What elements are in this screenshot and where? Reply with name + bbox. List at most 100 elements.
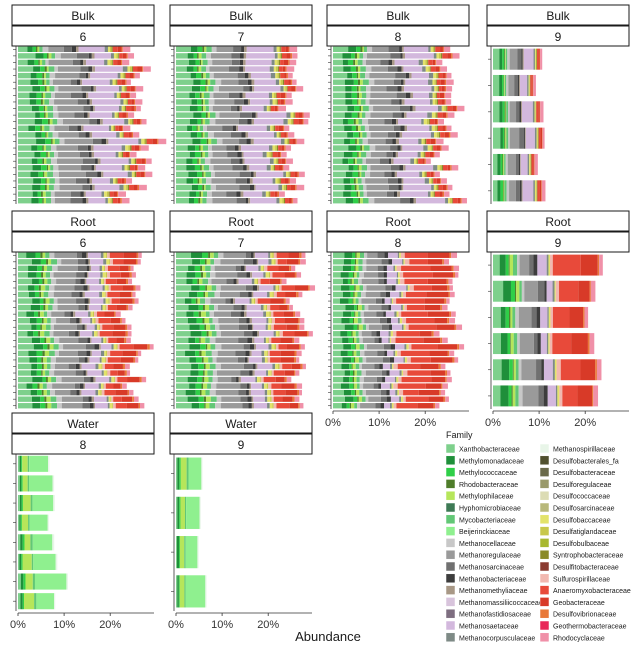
bar-segment — [46, 132, 49, 138]
bar-segment — [130, 145, 132, 151]
bar-segment — [245, 92, 269, 99]
bar-segment — [424, 158, 426, 164]
bar-segment — [367, 165, 371, 171]
bar-segment — [107, 252, 110, 258]
bar-segment — [449, 350, 455, 357]
bar-segment — [74, 112, 84, 118]
bar-segment — [364, 304, 369, 311]
bar-segment — [453, 272, 455, 278]
bar-segment — [122, 285, 134, 291]
bar-segment — [269, 403, 273, 409]
bar-segment — [198, 198, 201, 204]
bar-segment — [38, 311, 41, 317]
strip-group-label: 8 — [395, 30, 402, 44]
bar-segment — [106, 304, 108, 311]
bar-segment — [555, 385, 558, 407]
bar-segment — [273, 92, 276, 99]
bar-segment — [248, 132, 275, 138]
bar-segment — [26, 252, 36, 258]
bar-segment — [275, 145, 277, 151]
bar-segment — [524, 127, 526, 149]
bar-segment — [119, 53, 123, 59]
bar-segment — [447, 184, 453, 191]
bar-segment — [248, 198, 251, 204]
bar-segment — [128, 158, 132, 164]
bar-segment — [231, 53, 240, 59]
bar-segment — [285, 158, 287, 164]
bar-segment — [64, 138, 93, 145]
bar-segment — [31, 337, 41, 343]
bar-segment — [211, 331, 217, 337]
bar-segment — [176, 138, 193, 145]
bar-segment — [356, 138, 359, 145]
bar-segment — [90, 145, 94, 151]
bar-segment — [188, 304, 199, 311]
bar-segment — [121, 59, 130, 66]
bar-segment — [296, 383, 303, 389]
bar-segment — [243, 344, 251, 350]
bar-segment — [552, 280, 555, 302]
bar-segment — [365, 178, 388, 184]
bar-segment — [212, 198, 237, 204]
bar-segment — [384, 119, 392, 125]
bar-segment — [442, 337, 448, 343]
bar-segment — [118, 105, 122, 112]
bar-segment — [176, 252, 192, 258]
bar-segment — [236, 376, 239, 383]
bar-segment — [115, 403, 127, 409]
bar-segment — [362, 132, 367, 138]
legend-label: Methanoregulaceae — [459, 553, 521, 560]
bar-segment — [199, 125, 204, 131]
bar-segment — [108, 191, 110, 197]
bar-segment — [405, 165, 434, 171]
legend-label: Desulforegulaceae — [553, 482, 611, 489]
bar-segment — [189, 92, 196, 99]
bar-segment — [33, 178, 42, 184]
bar-segment — [86, 324, 95, 330]
bar-segment — [191, 99, 198, 105]
bar-segment — [112, 403, 114, 409]
bar-segment — [106, 370, 108, 376]
bar-segment — [345, 86, 352, 92]
bar-segment — [282, 125, 285, 131]
bar-segment — [364, 350, 378, 357]
bar-segment — [281, 383, 295, 389]
bar-segment — [208, 357, 213, 363]
bar-segment — [435, 92, 437, 99]
bar-segment — [190, 370, 199, 376]
bar-segment — [104, 191, 107, 197]
bar-segment — [404, 304, 407, 311]
bar-segment — [354, 291, 358, 298]
bar-segment — [267, 304, 271, 311]
bar-segment — [440, 46, 443, 52]
bar-segment — [405, 291, 427, 298]
bar-segment — [287, 304, 290, 311]
bar-segment — [273, 389, 286, 396]
bar-segment — [125, 79, 127, 85]
bar-segment — [88, 66, 93, 72]
bar-segment — [505, 48, 508, 70]
bar-segment — [422, 59, 426, 66]
bar-segment — [179, 536, 180, 569]
bar-segment — [358, 184, 364, 191]
bar-segment — [289, 138, 293, 145]
bar-segment — [50, 145, 57, 151]
bar-segment — [46, 86, 50, 92]
bar-segment — [517, 48, 522, 70]
bar-segment — [275, 66, 278, 72]
bar-segment — [342, 265, 352, 272]
bar-segment — [452, 198, 458, 204]
strip-habitat-label: Bulk — [546, 9, 570, 23]
bar-segment — [94, 165, 96, 171]
bar-segment — [121, 46, 123, 52]
bar-segment — [176, 370, 191, 376]
bar-segment — [45, 59, 49, 66]
bar-segment — [530, 153, 532, 176]
bar-segment — [176, 383, 190, 389]
bar-segment — [128, 165, 130, 171]
bar-segment — [88, 252, 101, 258]
bar-segment — [18, 324, 32, 330]
bar-segment — [246, 138, 251, 145]
bar-segment — [385, 285, 392, 291]
bar-segment — [90, 311, 93, 317]
